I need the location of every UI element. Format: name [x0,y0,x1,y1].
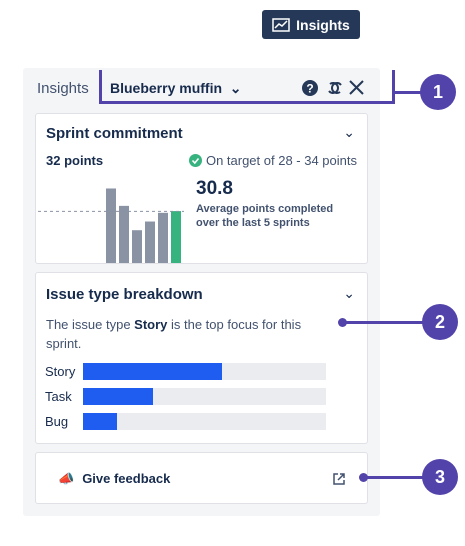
bar [83,413,118,430]
megaphone-icon: 📣 [58,471,75,486]
bar [83,363,222,380]
points: 32 points [46,153,104,168]
sprint-bar [119,205,129,263]
callout: 1 [420,74,456,110]
panel-icons: ? [302,80,364,96]
sprint-bar [171,211,181,263]
check-icon [188,154,202,167]
average-caption: Average points completed over the last 5… [196,202,333,230]
callout-dot [359,473,368,482]
text-bold: Story [134,317,168,332]
bar-track [83,413,326,430]
close-icon[interactable] [349,80,364,95]
bar-track [83,388,326,405]
category-label: Story [45,364,76,379]
caption-line: over the last 5 sprints [196,217,310,229]
callout: 2 [422,304,458,340]
external-icon[interactable] [332,472,346,486]
callout-line [365,476,425,479]
feedback-label: Give feedback [82,471,171,486]
sprint-chart [38,188,184,263]
insights-button[interactable]: Insights [262,10,360,39]
refresh-icon[interactable] [328,82,342,94]
button-label: Insights [296,16,350,33]
text: The issue type [46,317,135,332]
callout-box [99,70,395,104]
caption-line: Average points completed [196,203,334,215]
category-label: Bug [45,414,69,429]
panel-tab: Insights [37,80,89,97]
sprint-bar [158,212,168,263]
sprint-bar [106,188,116,263]
chart-icon [272,17,290,32]
card-title: Issue type breakdown [46,286,203,303]
status-text: On target of 28 - 34 points [205,153,357,168]
callout: 3 [422,459,458,495]
callout-dot [338,318,347,327]
callout-line [345,321,425,324]
text: is the top focus for this sprint. [46,317,302,351]
board-name: Blueberry muffin [110,80,223,96]
feedback[interactable]: 📣 Give feedback [58,471,170,487]
sprint-card: Sprint commitment ⌄ 32 points On target … [35,113,368,264]
callout-line [395,91,425,94]
board-select[interactable]: Blueberry muffin ⌄ [110,80,242,96]
chevron[interactable]: ⌄ [343,124,355,140]
svg-text:?: ? [306,82,313,96]
help-icon[interactable] [302,80,318,96]
status: On target of 28 - 34 points [188,153,357,168]
average-value: 30.8 [196,178,233,199]
breakdown-text: The issue type Story is the top focus fo… [46,315,336,353]
card-title: Sprint commitment [46,125,183,142]
chevron[interactable]: ⌄ [343,285,355,301]
bar-track [83,363,326,380]
feedback-card[interactable]: 📣 Give feedback [35,452,368,504]
sprint-bar [132,230,142,263]
sprint-bar [145,221,155,263]
bar [83,388,154,405]
category-label: Task [45,389,72,404]
